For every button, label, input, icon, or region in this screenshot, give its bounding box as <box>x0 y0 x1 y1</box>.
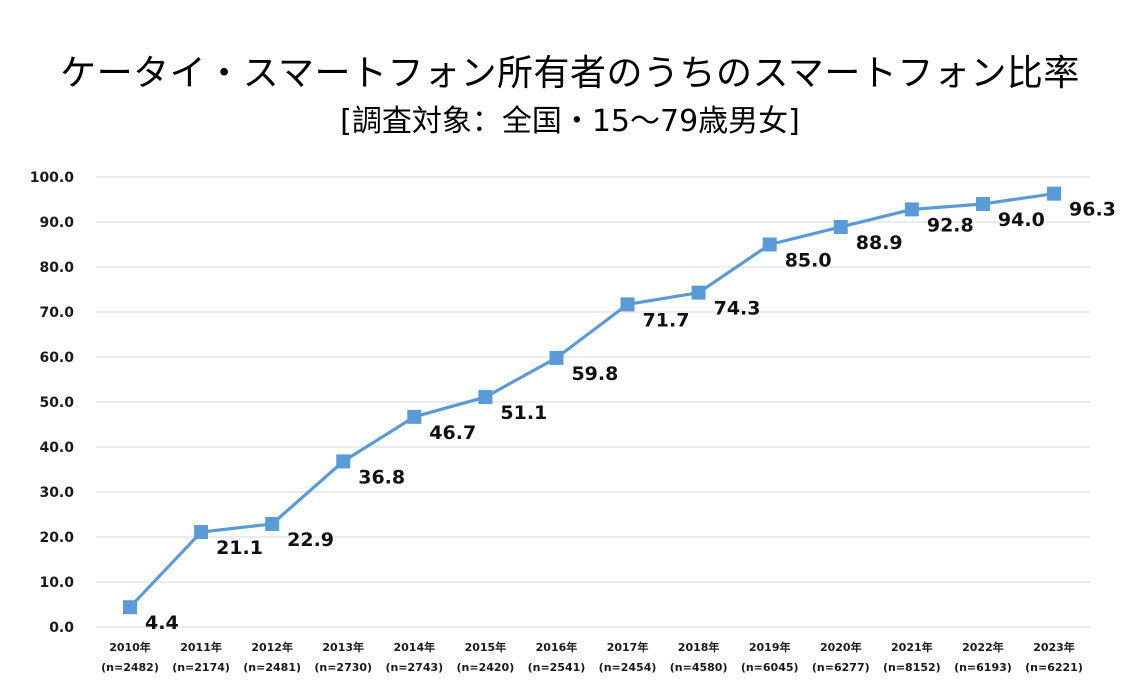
y-tick-label: 80.0 <box>39 260 74 276</box>
y-tick-label: 70.0 <box>39 305 74 321</box>
x-sample-size-label: (n=2174) <box>172 661 230 674</box>
x-sample-size-label: (n=6277) <box>812 661 870 674</box>
x-sample-size-label: (n=2420) <box>457 661 515 674</box>
gridlines <box>96 176 1090 628</box>
x-sample-size-label: (n=6193) <box>954 661 1012 674</box>
x-tick-label: 2012年 <box>251 640 293 654</box>
data-point-marker <box>549 350 564 365</box>
y-tick-label: 50.0 <box>39 395 74 411</box>
data-labels: 4.4 21.1 22.9 36.8 46.7 51.1 59.8 71.7 74.3 85.0 8… <box>145 199 1116 635</box>
data-label: 94.0 <box>998 209 1045 231</box>
data-label: 36.8 <box>358 466 405 488</box>
x-tick-label: 2017年 <box>607 640 649 654</box>
x-sample-size-label: (n=8152) <box>883 661 941 674</box>
series-line <box>128 192 1055 609</box>
data-label: 96.3 <box>1069 199 1116 221</box>
y-tick-label: 40.0 <box>39 440 74 456</box>
x-sample-size-label: (n=2482) <box>101 661 159 674</box>
y-tick-label: 20.0 <box>39 530 74 546</box>
data-point-marker <box>762 237 777 252</box>
x-tick-label: 2021年 <box>891 640 933 654</box>
x-sample-size-label: (n=2454) <box>599 661 657 674</box>
x-tick-label: 2015年 <box>465 640 507 654</box>
data-point-marker <box>975 197 990 211</box>
x-tick-label: 2014年 <box>393 640 435 654</box>
x-tick-label: 2023年 <box>1033 640 1075 654</box>
y-tick-label: 90.0 <box>39 215 74 231</box>
x-sample-size-label: (n=6045) <box>741 661 799 674</box>
data-label: 92.8 <box>927 214 974 236</box>
x-tick-label: 2010年 <box>109 640 151 654</box>
data-point-marker <box>407 409 422 424</box>
x-sample-size-label: (n=2541) <box>528 661 586 674</box>
data-label: 59.8 <box>571 363 618 385</box>
y-tick-label: 100.0 <box>30 170 75 186</box>
data-point-marker <box>904 202 919 217</box>
x-axis: 2010年 (n=2482) 2011年 (n=2174) 2012年 (n=2481) 2… <box>101 640 1083 674</box>
data-label: 22.9 <box>287 529 334 551</box>
x-sample-size-label: (n=6221) <box>1025 661 1083 674</box>
x-tick-label: 2013年 <box>322 640 364 654</box>
data-point-marker <box>123 600 137 615</box>
data-point-marker <box>336 454 351 469</box>
data-point-marker <box>265 516 280 531</box>
x-tick-label: 2019年 <box>749 640 791 654</box>
x-tick-label: 2018年 <box>678 640 720 654</box>
data-label: 85.0 <box>785 250 832 272</box>
chart-title: ケータイ・スマートフォン所有者のうちのスマートフォン比率 <box>60 53 1080 94</box>
y-tick-label: 0.0 <box>49 620 74 636</box>
data-label: 46.7 <box>429 422 476 444</box>
data-point-marker <box>1047 186 1061 201</box>
x-sample-size-label: (n=2481) <box>243 661 301 674</box>
data-point-marker <box>620 297 635 312</box>
x-tick-label: 2022年 <box>962 640 1004 654</box>
x-sample-size-label: (n=2730) <box>314 661 372 674</box>
data-point-marker <box>833 219 848 234</box>
x-tick-label: 2020年 <box>820 640 862 654</box>
data-point-marker <box>478 390 493 405</box>
y-tick-label: 10.0 <box>39 575 74 591</box>
chart-subtitle: [調査対象：全国・15～79歳男女] <box>340 104 800 139</box>
data-label: 88.9 <box>856 232 903 254</box>
y-tick-label: 30.0 <box>39 485 74 501</box>
x-tick-label: 2011年 <box>180 640 222 654</box>
data-label: 74.3 <box>714 298 761 320</box>
data-label: 4.4 <box>145 612 179 634</box>
data-label: 71.7 <box>643 309 690 331</box>
y-axis: 0.0 10.0 20.0 30.0 40.0 50.0 60.0 70.0 80.0 90.0 1… <box>30 170 75 636</box>
y-tick-label: 60.0 <box>39 350 74 366</box>
x-tick-label: 2016年 <box>536 640 578 654</box>
x-sample-size-label: (n=4580) <box>670 661 728 674</box>
x-sample-size-label: (n=2743) <box>385 661 443 674</box>
data-point-marker <box>691 285 706 300</box>
data-label: 51.1 <box>500 402 547 424</box>
series-smartphone-ratio <box>123 186 1061 615</box>
data-point-marker <box>194 525 209 540</box>
data-label: 21.1 <box>216 537 263 559</box>
